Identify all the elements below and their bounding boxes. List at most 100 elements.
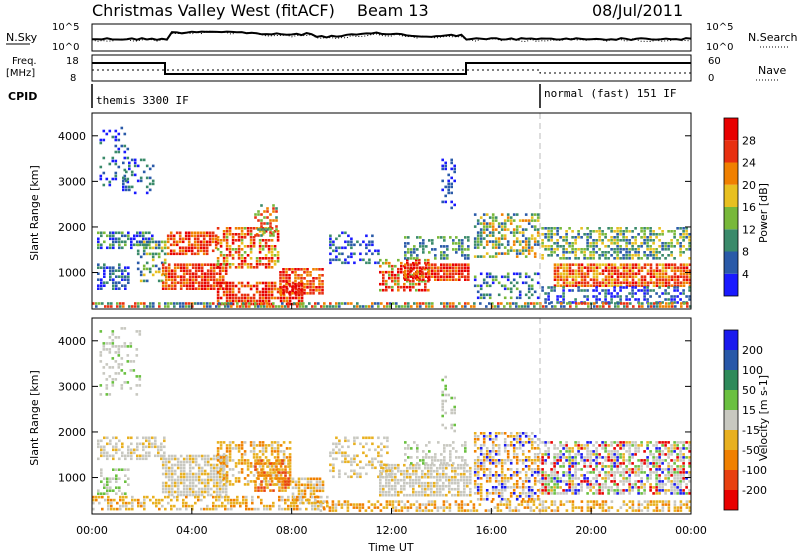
power-cell xyxy=(225,254,229,257)
velocity-cell xyxy=(221,457,225,461)
velocity-cell xyxy=(185,487,189,491)
power-cell xyxy=(185,284,189,287)
velocity-cell xyxy=(188,457,192,461)
power-cell xyxy=(583,281,587,284)
velocity-cell xyxy=(260,474,263,477)
velocity-cell xyxy=(254,465,257,468)
power-cell xyxy=(164,302,167,305)
velocity-cell xyxy=(263,462,266,465)
power-cell xyxy=(556,263,560,266)
power-cell xyxy=(533,305,536,308)
power-cell xyxy=(562,236,565,239)
velocity-cell xyxy=(571,465,574,468)
power-cell xyxy=(488,222,492,225)
power-cell xyxy=(506,287,510,291)
velocity-cell xyxy=(128,501,131,505)
power-cell xyxy=(631,230,634,233)
power-cell xyxy=(191,266,195,269)
velocity-cell xyxy=(317,507,320,511)
power-cell xyxy=(637,257,640,260)
power-cell xyxy=(670,284,674,287)
power-cell xyxy=(521,240,525,243)
velocity-cell xyxy=(264,456,268,459)
velocity-cell xyxy=(157,451,160,455)
velocity-cell xyxy=(547,474,550,477)
velocity-cell xyxy=(102,348,106,351)
velocity-cell xyxy=(485,477,489,480)
velocity-cell xyxy=(311,507,314,511)
power-cell xyxy=(524,249,528,252)
velocity-cell xyxy=(273,447,277,450)
velocity-cell xyxy=(442,466,445,470)
velocity-cell xyxy=(228,459,232,462)
velocity-cell xyxy=(170,466,174,470)
power-cell xyxy=(553,242,556,245)
velocity-cell xyxy=(255,444,259,447)
power-cell xyxy=(112,234,115,238)
velocity-cell xyxy=(403,475,406,479)
power-cell xyxy=(631,284,635,287)
velocity-cell xyxy=(216,459,220,462)
velocity-cell xyxy=(479,462,483,465)
velocity-cell xyxy=(518,432,522,435)
power-cell xyxy=(276,290,280,294)
power-cell xyxy=(530,225,534,228)
power-cell xyxy=(167,275,171,278)
power-cell xyxy=(637,251,640,254)
velocity-cell xyxy=(601,447,604,450)
nsky-label: N.Sky xyxy=(6,31,38,44)
power-cell xyxy=(461,263,464,266)
velocity-cell xyxy=(424,493,427,497)
velocity-cell xyxy=(173,504,176,508)
power-cell xyxy=(206,269,210,272)
power-cell xyxy=(679,266,683,269)
velocity-cell xyxy=(218,495,221,499)
velocity-cell xyxy=(491,474,495,477)
power-cell xyxy=(297,277,300,280)
cpid-mode-2: normal (fast) 151 IF xyxy=(544,87,676,100)
velocity-cell xyxy=(362,466,365,470)
velocity-cell xyxy=(112,489,115,492)
velocity-cell xyxy=(194,493,198,497)
power-cell xyxy=(664,278,668,281)
power-cell xyxy=(461,305,464,308)
power-cell xyxy=(688,242,691,245)
power-cell xyxy=(208,237,212,241)
velocity-cell xyxy=(433,463,436,467)
velocity-cell xyxy=(460,490,463,494)
velocity-cell xyxy=(379,469,382,473)
power-cell xyxy=(335,255,338,259)
velocity-cell xyxy=(261,453,265,456)
power-cell xyxy=(536,272,540,276)
velocity-cell xyxy=(282,480,286,483)
velocity-cell xyxy=(430,466,433,470)
power-cell xyxy=(488,296,492,300)
power-cell xyxy=(353,243,356,247)
power-cell xyxy=(444,185,447,189)
velocity-cell xyxy=(445,475,448,479)
power-cell xyxy=(400,285,403,289)
power-cell xyxy=(391,273,394,277)
velocity-cell xyxy=(112,454,115,458)
power-cell xyxy=(347,234,350,238)
power-cell xyxy=(199,249,203,253)
velocity-cell xyxy=(288,483,292,486)
velocity-cell xyxy=(550,492,553,495)
velocity-cell xyxy=(261,471,265,474)
velocity-cell xyxy=(99,384,103,387)
freq-unit-label: [MHz] xyxy=(6,68,35,79)
velocity-cell xyxy=(485,489,489,492)
power-cell xyxy=(592,242,595,245)
power-cell xyxy=(231,257,235,260)
power-cell xyxy=(249,227,253,230)
power-cell xyxy=(688,281,692,284)
power-cell xyxy=(178,237,182,241)
velocity-cell xyxy=(173,463,177,467)
velocity-cell xyxy=(476,462,480,465)
power-cell xyxy=(667,254,670,257)
velocity-cell xyxy=(379,490,382,494)
velocity-cell xyxy=(288,471,292,474)
power-cell xyxy=(625,236,628,239)
power-cell xyxy=(619,248,622,251)
velocity-cell xyxy=(497,474,501,477)
